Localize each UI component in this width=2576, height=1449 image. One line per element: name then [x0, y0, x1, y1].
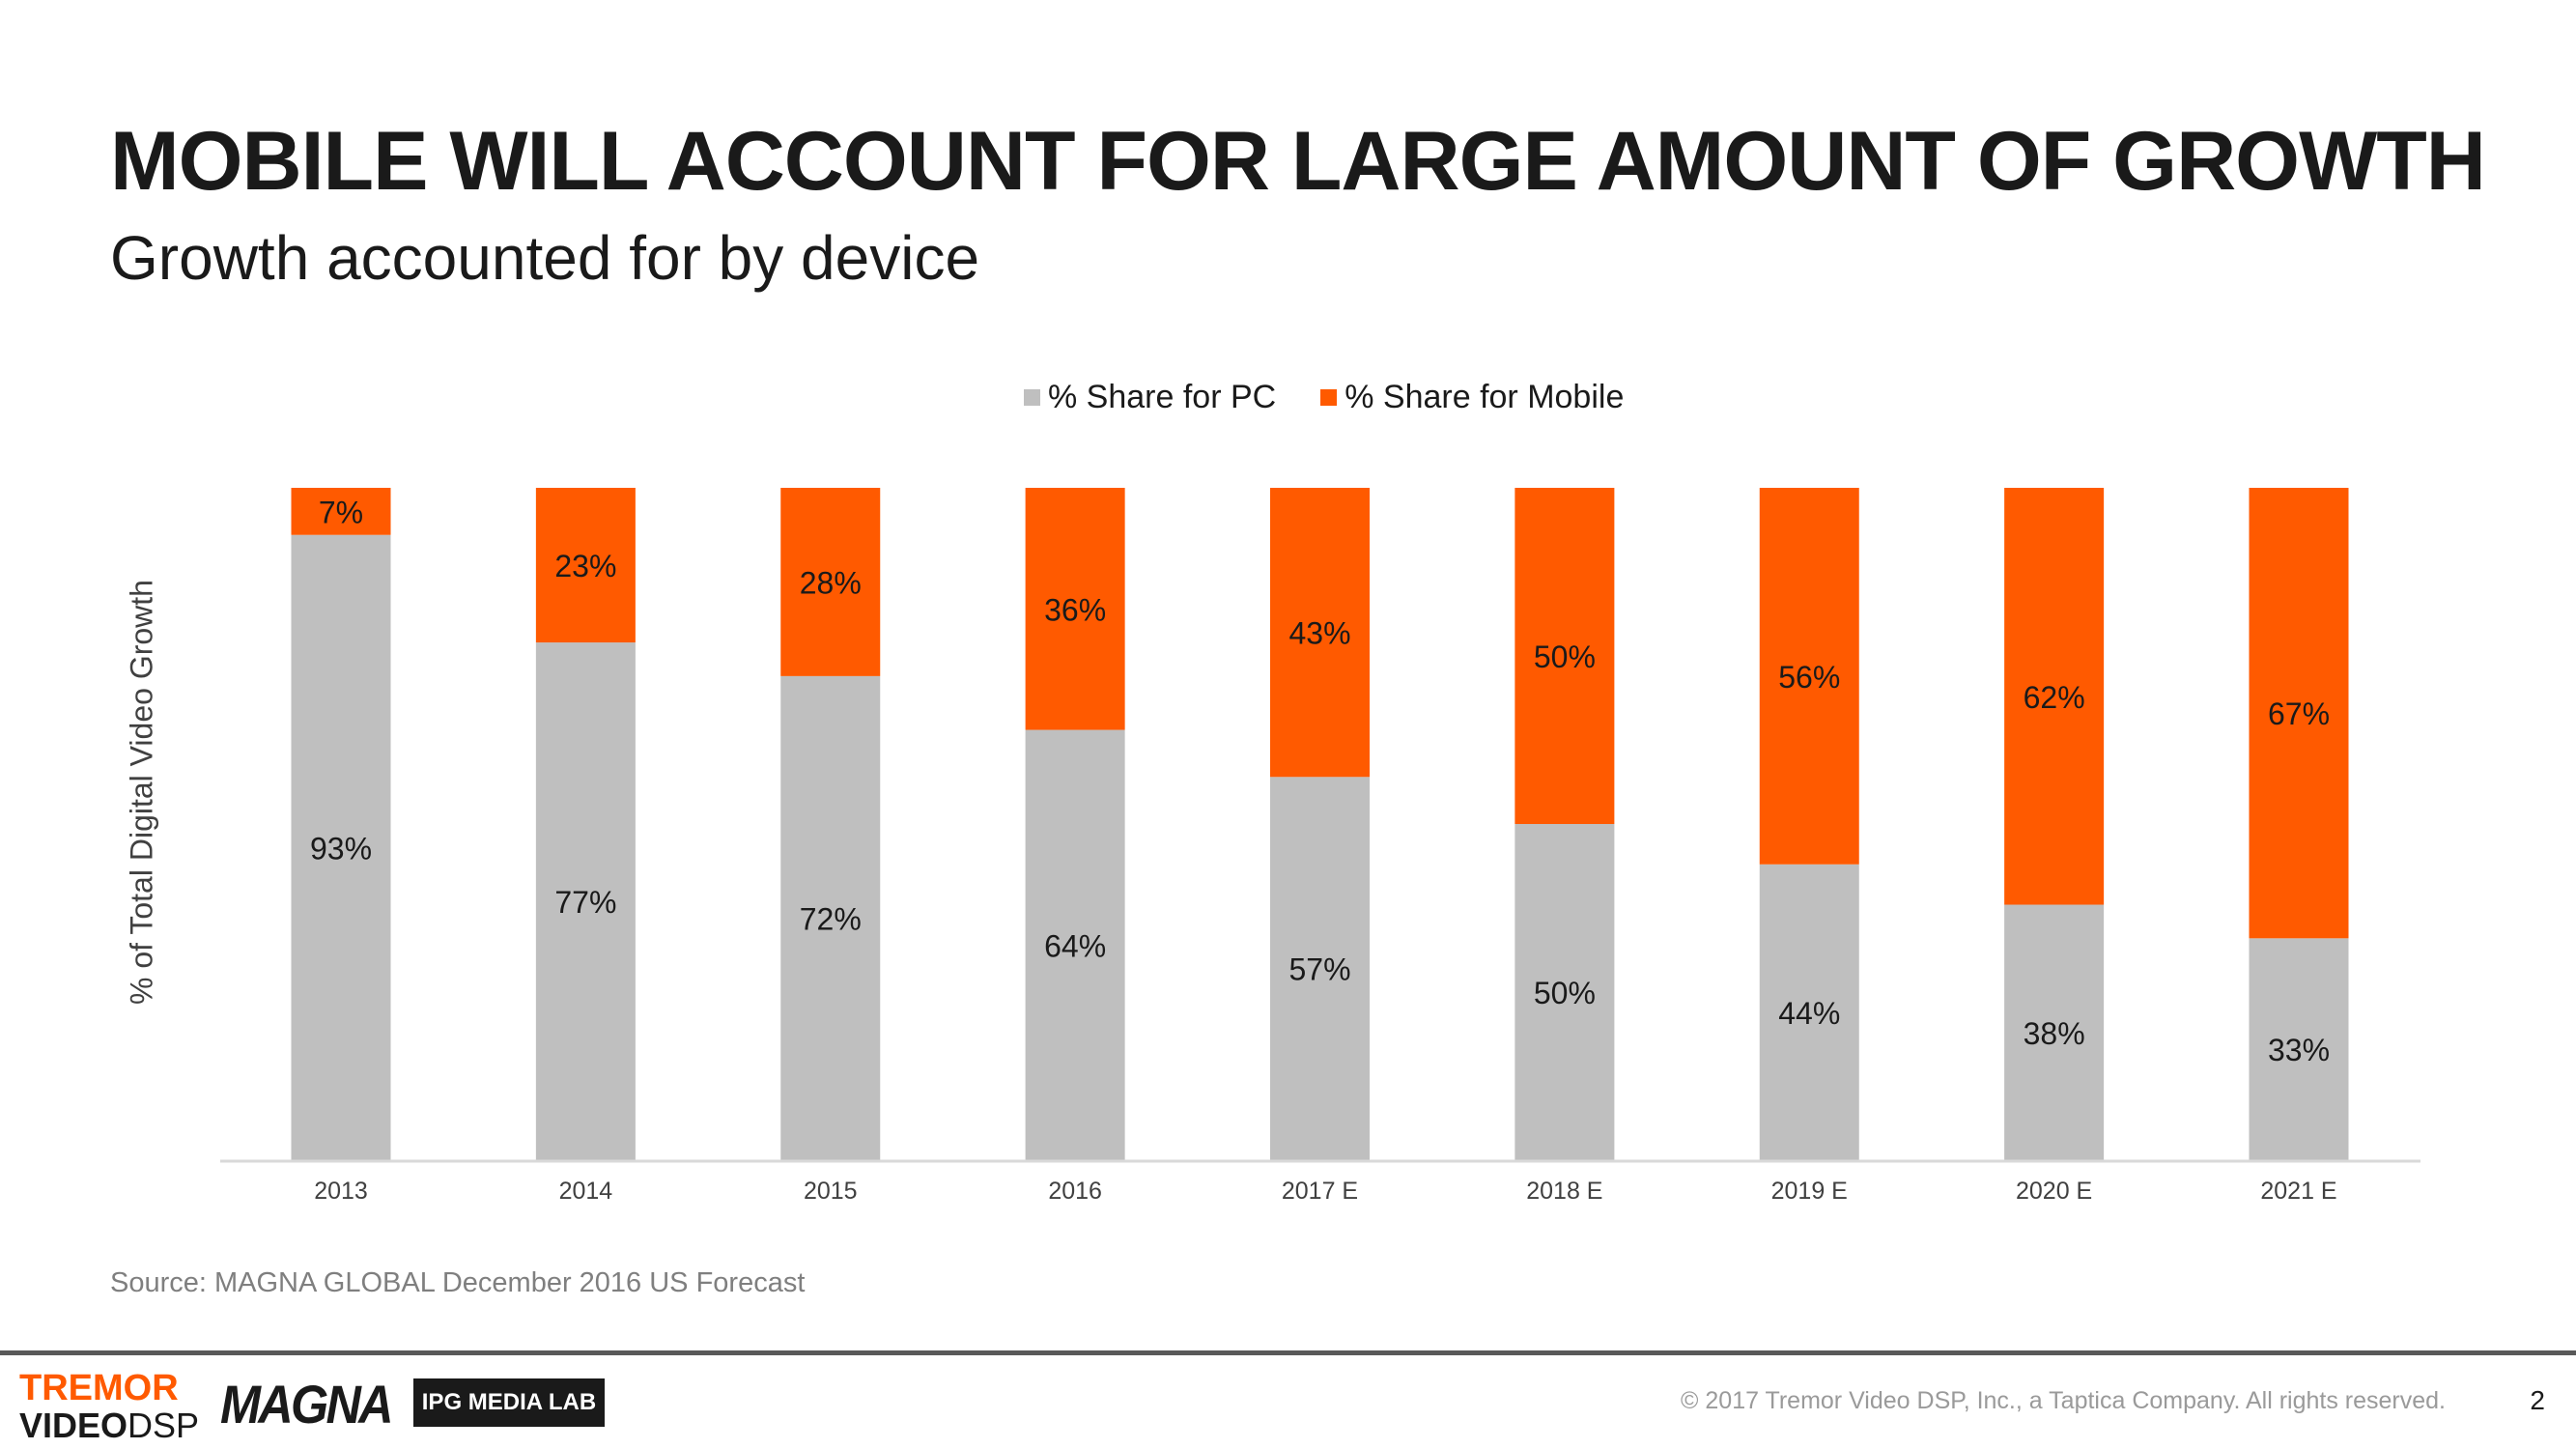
bar-mobile-1 [535, 488, 636, 643]
bar-pc-8 [2249, 938, 2349, 1160]
logo-tremor-bottom: VIDEODSP [19, 1408, 199, 1443]
data-label-pc-3: 64% [1044, 928, 1106, 963]
source-note: Source: MAGNA GLOBAL December 2016 US Fo… [110, 1267, 806, 1298]
data-label-pc-1: 77% [554, 885, 616, 920]
bar-mobile-8 [2249, 488, 2349, 939]
chart-legend: % Share for PC % Share for Mobile [1024, 379, 1624, 416]
bar-mobile-2 [780, 488, 881, 676]
bar-pc-0 [291, 534, 391, 1160]
legend-label-mobile: % Share for Mobile [1345, 379, 1625, 415]
x-tick-label-4: 2017 E [1282, 1178, 1358, 1205]
page-number: 2 [2530, 1385, 2545, 1415]
data-label-mobile-3: 36% [1044, 592, 1106, 627]
x-tick-label-3: 2016 [1048, 1178, 1102, 1205]
bar-mobile-5 [1514, 488, 1615, 824]
page-subtitle: Growth accounted for by device [110, 223, 980, 293]
data-label-mobile-7: 62% [2024, 680, 2085, 715]
bar-mobile-7 [2004, 488, 2105, 905]
ipg-media-lab-logo: IPG MEDIA LAB [413, 1378, 605, 1427]
data-label-pc-6: 44% [1778, 996, 1840, 1031]
legend-item-mobile: % Share for Mobile [1320, 379, 1624, 416]
data-label-pc-2: 72% [800, 901, 862, 936]
bar-pc-3 [1025, 729, 1125, 1160]
bar-mobile-4 [1270, 488, 1370, 778]
copyright-notice: © 2017 Tremor Video DSP, Inc., a Taptica… [1681, 1387, 2446, 1414]
legend-item-pc: % Share for PC [1024, 379, 1276, 416]
data-label-pc-0: 93% [310, 831, 372, 866]
bar-mobile-0 [291, 488, 391, 535]
data-label-pc-8: 33% [2268, 1033, 2330, 1067]
data-label-pc-7: 38% [2024, 1016, 2085, 1051]
x-tick-label-2: 2015 [804, 1178, 858, 1205]
data-label-pc-5: 50% [1534, 976, 1596, 1010]
x-tick-label-0: 2013 [314, 1178, 368, 1205]
bar-mobile-6 [1759, 488, 1859, 865]
data-label-mobile-8: 67% [2268, 696, 2330, 731]
bar-mobile-3 [1025, 488, 1125, 730]
magna-logo: MAGNA [220, 1374, 394, 1435]
data-label-mobile-2: 28% [800, 565, 862, 600]
data-label-mobile-4: 43% [1288, 616, 1350, 651]
data-label-mobile-5: 50% [1534, 639, 1596, 674]
data-label-mobile-0: 7% [319, 495, 363, 529]
bar-pc-7 [2004, 904, 2105, 1160]
data-label-mobile-6: 56% [1778, 660, 1840, 695]
page-title: MOBILE WILL ACCOUNT FOR LARGE AMOUNT OF … [110, 115, 2486, 208]
data-label-pc-4: 57% [1288, 952, 1350, 987]
legend-swatch-mobile [1320, 389, 1338, 406]
x-tick-label-7: 2020 E [2016, 1178, 2092, 1205]
legend-label-pc: % Share for PC [1048, 379, 1277, 415]
x-tick-label-1: 2014 [559, 1178, 613, 1205]
x-tick-label-8: 2021 E [2260, 1178, 2336, 1205]
x-tick-label-6: 2019 E [1771, 1178, 1848, 1205]
bar-pc-6 [1759, 864, 1859, 1160]
x-tick-label-5: 2018 E [1526, 1178, 1602, 1205]
tremor-video-dsp-logo: TREMOR VIDEODSP [19, 1370, 199, 1443]
logo-tremor-dsp: DSP [127, 1406, 200, 1445]
bar-pc-4 [1270, 777, 1370, 1160]
data-label-mobile-1: 23% [554, 549, 616, 583]
bar-pc-2 [780, 675, 881, 1160]
bar-pc-1 [535, 642, 636, 1160]
footer-divider [0, 1350, 2576, 1355]
bar-pc-5 [1514, 824, 1615, 1160]
logo-tremor-video: VIDEO [19, 1406, 128, 1445]
stacked-bar-chart: 93% 7% 2013 77% 23% 2014 72% 28% 2015 64% 36% 2016 5… [220, 488, 2420, 1205]
legend-swatch-pc [1024, 389, 1040, 406]
logo-tremor-top: TREMOR [19, 1368, 179, 1408]
